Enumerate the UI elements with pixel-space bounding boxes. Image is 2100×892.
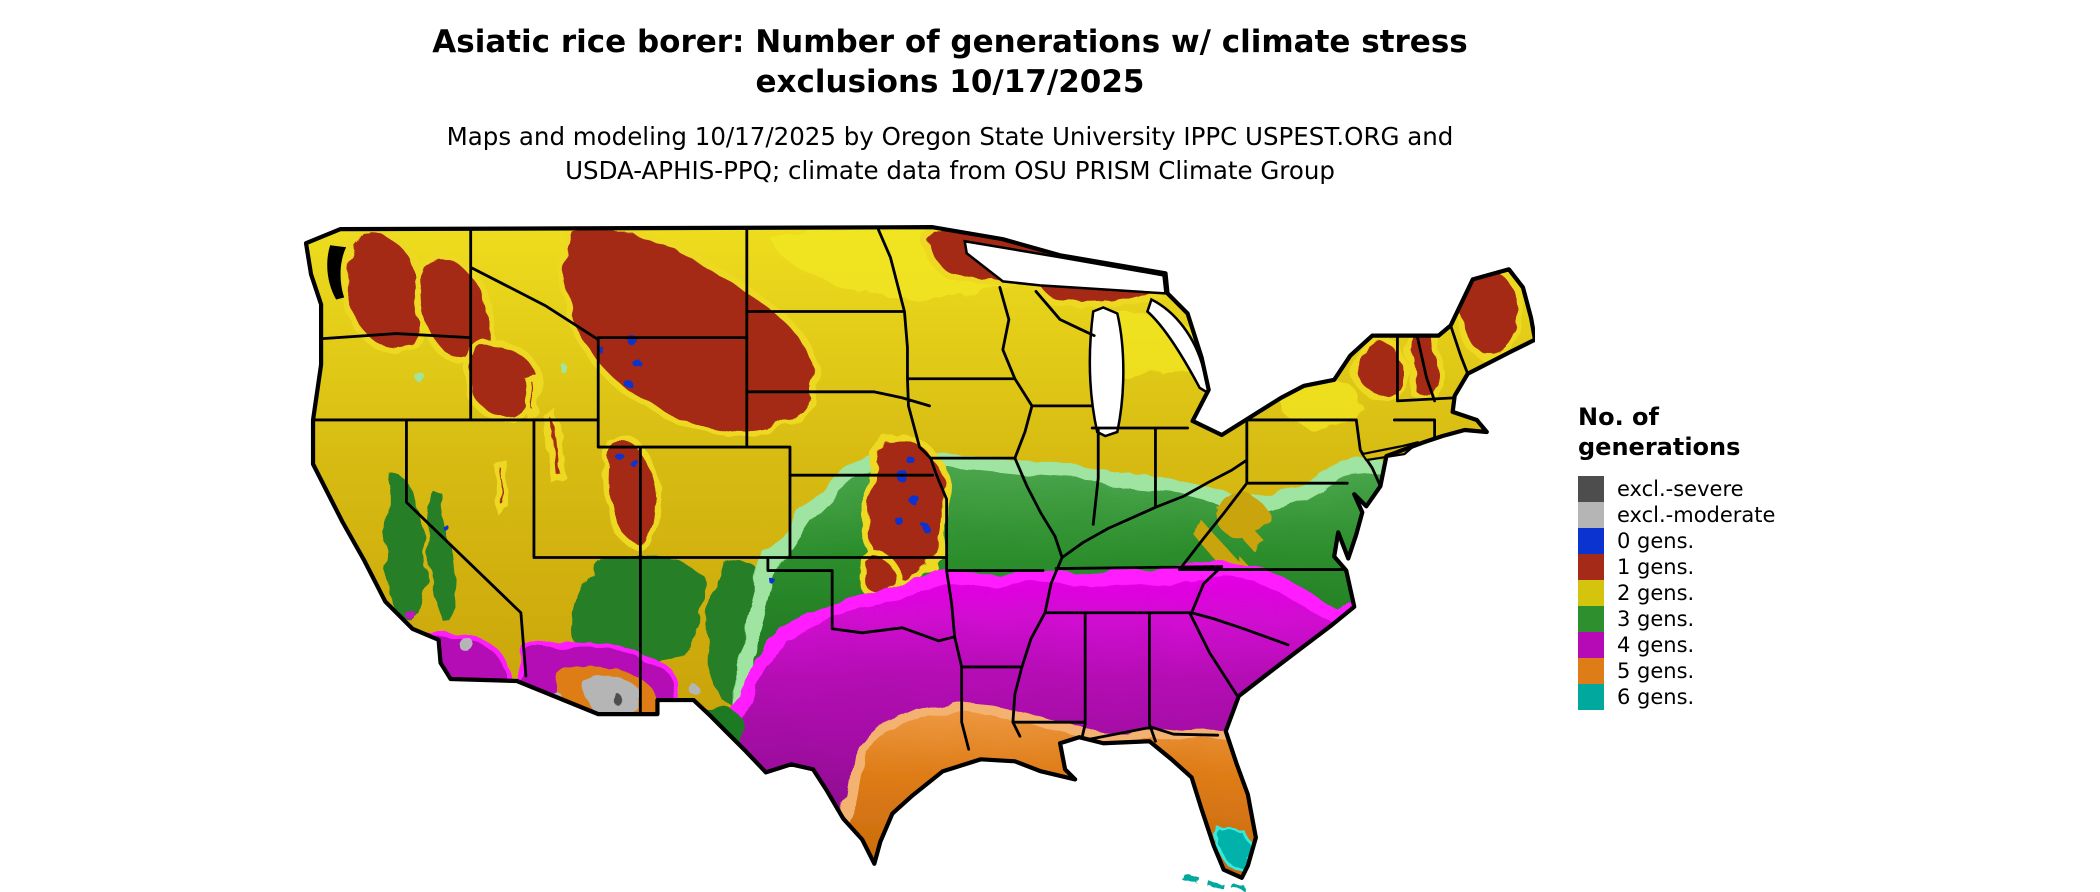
excl-severe-speck xyxy=(612,694,623,705)
header: Asiatic rice borer: Number of generation… xyxy=(50,22,1850,188)
legend-item: excl.-moderate xyxy=(1578,502,1918,528)
page-subtitle: Maps and modeling 10/17/2025 by Oregon S… xyxy=(50,120,1850,188)
puget-sound-inlet xyxy=(327,245,347,300)
legend-item: excl.-severe xyxy=(1578,476,1918,502)
legend-item: 4 gens. xyxy=(1578,632,1918,658)
legend-swatch xyxy=(1578,554,1604,580)
legend-swatch xyxy=(1578,580,1604,606)
legend-item-label: excl.-severe xyxy=(1617,477,1744,501)
legend-item-label: 0 gens. xyxy=(1617,529,1695,553)
legend-swatch xyxy=(1578,632,1604,658)
legend-item: 2 gens. xyxy=(1578,580,1918,606)
page-title-line2: exclusions 10/17/2025 xyxy=(755,64,1145,100)
legend-swatch xyxy=(1578,502,1604,528)
band-0-generations-specks xyxy=(443,334,931,584)
state-borders xyxy=(306,227,1470,751)
legend-items: excl.-severe excl.-moderate 0 gens. 1 gens.… xyxy=(1578,476,1918,710)
us-outline xyxy=(303,225,1535,880)
page-subtitle-line1: Maps and modeling 10/17/2025 by Oregon S… xyxy=(446,122,1454,151)
page-title-line1: Asiatic rice borer: Number of generation… xyxy=(432,24,1468,60)
lake-michigan xyxy=(1088,306,1125,438)
page-subtitle-line2: USDA-APHIS-PPQ; climate data from OSU PR… xyxy=(565,156,1335,185)
legend-item-label: 5 gens. xyxy=(1617,659,1695,683)
legend-swatch xyxy=(1578,658,1604,684)
lake-huron xyxy=(1145,297,1212,397)
legend-swatch xyxy=(1578,476,1604,502)
legend-item-label: 4 gens. xyxy=(1617,633,1695,657)
legend-item: 3 gens. xyxy=(1578,606,1918,632)
legend-title-line2: generations xyxy=(1578,433,1741,461)
legend-title-line1: No. of xyxy=(1578,403,1659,431)
legend-item: 6 gens. xyxy=(1578,684,1918,710)
conus-generations-map xyxy=(300,225,1535,892)
legend-item-label: 3 gens. xyxy=(1617,607,1695,631)
legend-item-label: 1 gens. xyxy=(1617,555,1695,579)
legend-item-label: excl.-moderate xyxy=(1617,503,1776,527)
legend-item-label: 6 gens. xyxy=(1617,685,1695,709)
us-map-svg xyxy=(303,225,1535,890)
legend-item: 5 gens. xyxy=(1578,658,1918,684)
legend-swatch xyxy=(1578,684,1604,710)
legend-item: 0 gens. xyxy=(1578,528,1918,554)
legend-title: No. of generations xyxy=(1578,402,1918,462)
legend-swatch xyxy=(1578,528,1604,554)
florida-keys xyxy=(1181,873,1244,890)
legend-item-label: 2 gens. xyxy=(1617,581,1695,605)
legend: No. of generations excl.-severe excl.-mod… xyxy=(1578,402,1918,710)
band-4-generations xyxy=(724,561,1535,878)
legend-swatch xyxy=(1578,606,1604,632)
legend-item: 1 gens. xyxy=(1578,554,1918,580)
